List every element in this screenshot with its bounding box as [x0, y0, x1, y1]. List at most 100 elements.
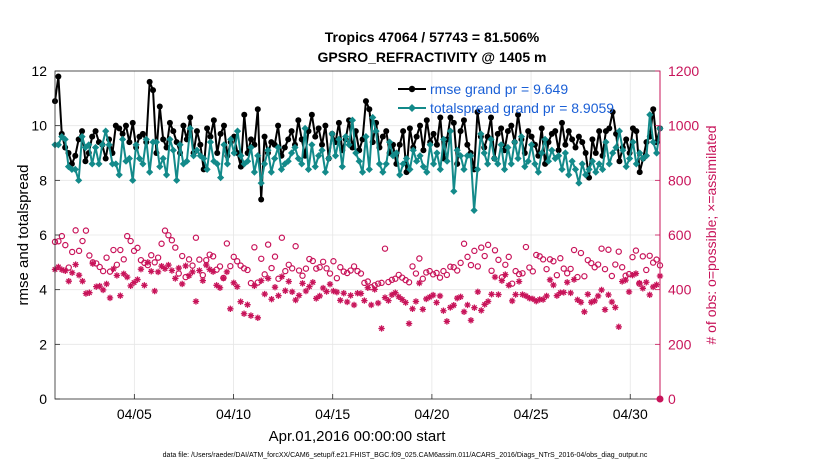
obs-possible-point	[529, 268, 537, 275]
rmse-point	[166, 119, 173, 126]
obs-possible-point	[364, 278, 372, 285]
rmse-point	[616, 158, 623, 165]
totalspread-point	[142, 135, 150, 143]
obs-possible-point	[288, 265, 296, 272]
x-tick-label: 04/05	[117, 406, 152, 422]
obs-assimilated-point	[395, 293, 402, 300]
obs-possible-point	[436, 274, 444, 281]
obs-assimilated-point	[110, 265, 117, 273]
obs-assimilated-point	[182, 262, 189, 270]
obs-possible-point	[388, 276, 396, 284]
obs-assimilated-point	[354, 290, 361, 297]
rmse-point	[217, 130, 224, 137]
obs-possible-point	[58, 232, 66, 240]
rmse-point	[281, 144, 288, 151]
totalspread-point	[132, 141, 140, 149]
obs-possible-point	[319, 258, 327, 265]
obs-assimilated-point	[550, 281, 557, 289]
rmse-point	[515, 111, 522, 118]
totalspread-point	[271, 154, 279, 163]
obs-assimilated-point	[278, 273, 286, 280]
totalspread-point	[487, 135, 495, 143]
y-axis-right-label: # of obs: o=possible; ×=assimilated	[703, 125, 719, 344]
totalspread-point	[186, 124, 194, 132]
obs-possible-point	[553, 271, 561, 279]
rmse-point	[464, 141, 471, 148]
obs-assimilated-point	[127, 282, 134, 290]
totalspread-point	[511, 138, 519, 146]
y-right-tick-label: 400	[668, 282, 692, 298]
rmse-point	[650, 106, 657, 113]
totalspread-point	[558, 165, 566, 173]
obs-assimilated-point	[68, 269, 76, 276]
legend-spread-label: totalspread grand pr = 8.9059	[430, 100, 614, 116]
totalspread-point	[345, 141, 353, 149]
totalspread-point	[646, 111, 654, 119]
obs-assimilated-point	[381, 294, 389, 301]
obs-possible-point	[629, 253, 636, 261]
rmse-point	[170, 128, 177, 135]
totalspread-point	[315, 152, 323, 160]
obs-possible-point	[429, 271, 437, 278]
rmse-point	[180, 122, 187, 129]
totalspread-point	[159, 154, 167, 163]
totalspread-point	[311, 163, 319, 171]
rmse-point	[308, 111, 315, 118]
obs-possible-point	[357, 270, 365, 277]
obs-assimilated-point	[299, 280, 306, 287]
obs-possible-point	[443, 271, 451, 279]
obs-possible-point	[409, 263, 416, 270]
rmse-point	[538, 125, 545, 132]
obs-assimilated-point	[330, 287, 337, 295]
totalspread-point	[135, 154, 144, 163]
obs-assimilated-point	[323, 288, 330, 295]
obs-assimilated-point	[196, 267, 203, 274]
obs-possible-point	[333, 274, 341, 282]
obs-possible-point	[75, 247, 83, 255]
obs-assimilated-point	[488, 291, 495, 298]
obs-assimilated-point	[508, 297, 516, 305]
totalspread-point	[480, 149, 488, 157]
totalspread-point	[173, 176, 181, 184]
obs-assimilated-point	[357, 290, 365, 297]
obs-possible-point	[350, 263, 358, 270]
totalspread-point	[318, 146, 326, 154]
totalspread-point	[220, 141, 228, 149]
obs-assimilated-point	[594, 292, 602, 300]
obs-possible-point	[313, 265, 320, 272]
obs-assimilated-point	[481, 301, 488, 308]
obs-assimilated-point	[120, 270, 127, 278]
rmse-point	[315, 125, 322, 132]
totalspread-point	[274, 143, 282, 152]
obs-assimilated-point	[608, 298, 616, 306]
obs-possible-point	[240, 265, 248, 272]
totalspread-point	[504, 143, 512, 152]
rmse-point	[633, 128, 640, 135]
obs-assimilated-point	[233, 283, 241, 290]
rmse-point	[562, 141, 569, 148]
totalspread-point	[433, 149, 441, 157]
rmse-point	[437, 114, 444, 121]
totalspread-point	[541, 135, 549, 143]
totalspread-point	[75, 176, 83, 184]
obs-assimilated-point	[326, 281, 334, 288]
obs-assimilated-point	[533, 297, 540, 305]
totalspread-point	[342, 133, 350, 141]
totalspread-point	[355, 157, 363, 165]
totalspread-point	[429, 160, 438, 168]
totalspread-point	[477, 130, 485, 138]
obs-assimilated-point	[378, 325, 385, 332]
obs-possible-point	[457, 259, 464, 267]
obs-assimilated-point	[93, 283, 100, 290]
totalspread-point	[440, 135, 448, 143]
legend-rmse-label: rmse grand pr = 9.649	[430, 81, 568, 97]
rmse-point	[160, 136, 167, 143]
rmse-point	[420, 147, 427, 154]
totalspread-point	[369, 113, 377, 122]
obs-assimilated-point	[161, 265, 169, 272]
obs-assimilated-point	[412, 298, 420, 305]
rmse-point	[558, 119, 565, 126]
legend: rmse grand pr = 9.649 totalspread grand …	[398, 81, 614, 116]
totalspread-point	[494, 160, 502, 168]
rmse-point	[116, 125, 123, 132]
